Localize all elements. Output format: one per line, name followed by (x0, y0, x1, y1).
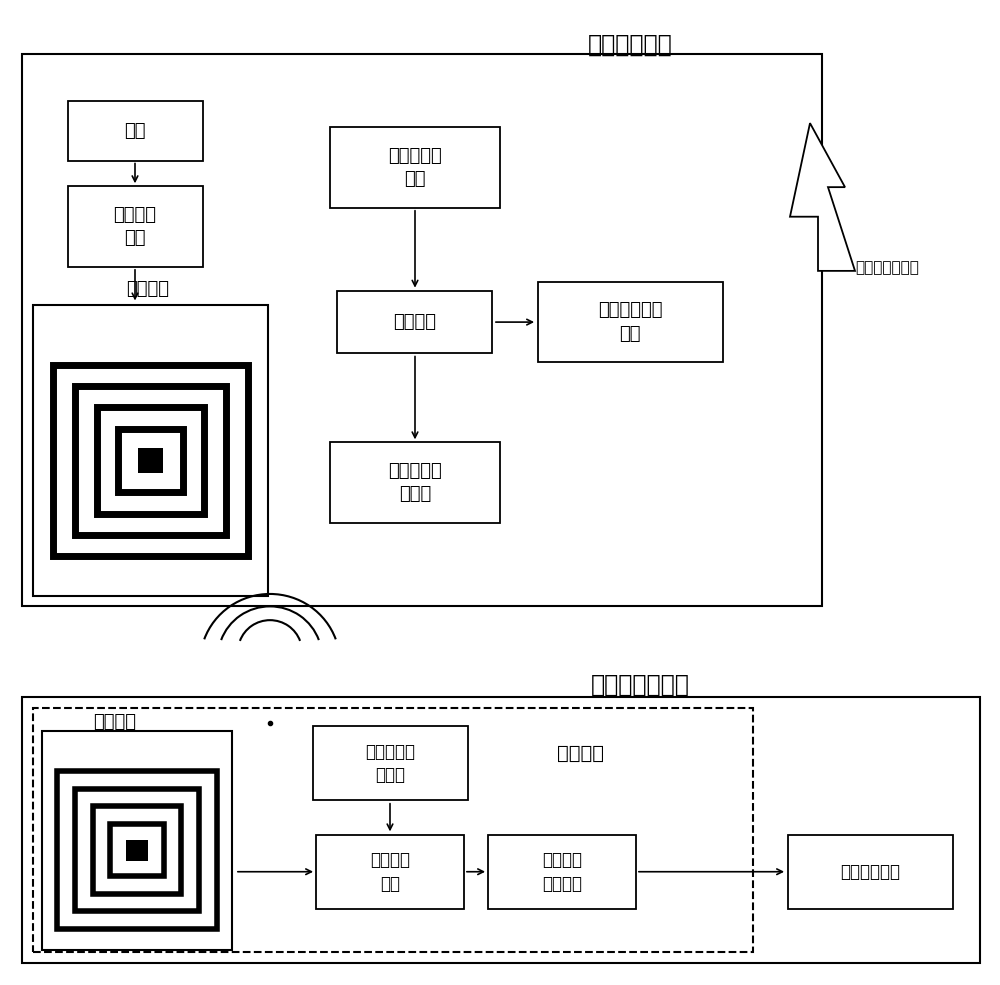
Text: 金属薄膜电极: 金属薄膜电极 (840, 863, 900, 881)
Bar (110, 823, 164, 877)
Bar (68, 186, 202, 267)
Bar (97, 408, 204, 513)
Bar (22, 54, 822, 606)
Bar (788, 834, 952, 908)
Bar (33, 305, 268, 596)
Text: 柔性传感器组件: 柔性传感器组件 (591, 673, 689, 696)
Bar (57, 771, 217, 929)
Text: 存储模块: 存储模块 (394, 313, 436, 331)
Bar (75, 789, 199, 911)
Bar (75, 386, 226, 535)
Bar (488, 834, 636, 908)
Text: 柔性电路: 柔性电路 (556, 744, 604, 763)
Bar (68, 101, 202, 161)
Text: 电池: 电池 (124, 122, 146, 140)
Text: 受电线圈: 受电线圈 (94, 713, 136, 731)
Text: 至矿井监控中心: 至矿井监控中心 (855, 260, 919, 276)
Bar (22, 697, 980, 963)
Bar (57, 771, 217, 929)
Text: 供电线圈: 供电线圈 (126, 281, 170, 298)
Text: 无线供电
模块: 无线供电 模块 (114, 206, 156, 247)
Text: 无线通信接
收模块: 无线通信接 收模块 (388, 462, 442, 503)
Bar (126, 839, 148, 861)
Bar (538, 282, 722, 362)
Bar (33, 708, 753, 952)
Bar (118, 428, 183, 492)
Bar (337, 291, 492, 353)
Bar (53, 365, 248, 556)
Text: 无线通信发
射模块: 无线通信发 射模块 (365, 743, 415, 784)
Text: 个人终端组件: 个人终端组件 (588, 33, 672, 56)
Bar (53, 365, 248, 556)
Text: 分析与报警
模块: 分析与报警 模块 (388, 147, 442, 188)
Bar (42, 731, 232, 950)
Bar (316, 834, 464, 908)
Bar (330, 127, 500, 208)
Text: 无线电源
模块: 无线电源 模块 (370, 851, 410, 892)
Text: 心电信号
采集模块: 心电信号 采集模块 (542, 851, 582, 892)
Bar (330, 442, 500, 523)
Text: 远程通信发射
模块: 远程通信发射 模块 (598, 301, 662, 343)
Bar (93, 807, 181, 893)
Polygon shape (790, 123, 855, 271)
Bar (138, 448, 163, 473)
Bar (312, 727, 468, 800)
